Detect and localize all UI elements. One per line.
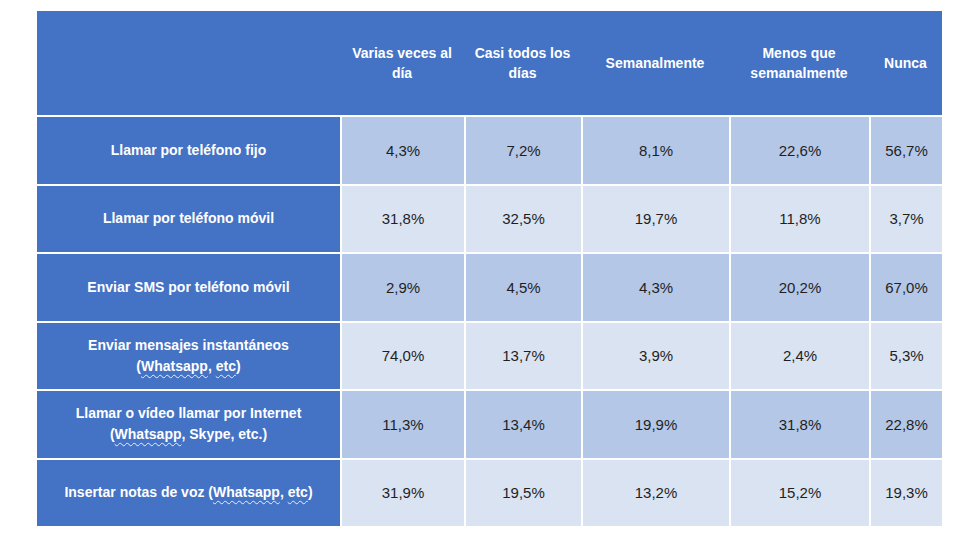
value-cell: 22,6% [729,115,869,184]
slide-canvas: Varias veces al día Casi todos los días … [0,0,958,537]
value-cell: 31,9% [340,458,464,527]
row-label-llamar-telefono-movil: Llamar por teléfono móvil [37,184,340,253]
row-label-text: Enviar mensajes instantáneos(Whatsapp, e… [88,335,289,377]
label-fragment: Enviar mensajes instantáneos [88,337,289,353]
value-cell: 19,5% [464,458,581,527]
column-header-nunca: Nunca [869,11,942,115]
value-cell: 31,8% [729,389,869,458]
value-cell: 4,5% [464,252,581,321]
misspelled-word: etc [288,484,308,500]
value-cell: 56,7% [869,115,942,184]
label-fragment: , Skype, etc.) [181,426,267,442]
row-label-text: Enviar SMS por teléfono móvil [87,277,289,298]
column-header-casi-todos-los-dias: Casi todos los días [464,11,581,115]
value-cell: 2,4% [729,321,869,390]
value-cell: 15,2% [729,458,869,527]
value-cell: 13,2% [581,458,729,527]
value-cell: 13,7% [464,321,581,390]
value-cell: 8,1% [581,115,729,184]
value-cell: 4,3% [340,115,464,184]
value-cell: 19,9% [581,389,729,458]
row-label-video-llamar-internet: Llamar o vídeo llamar por Internet(Whats… [37,389,340,458]
value-cell: 22,8% [869,389,942,458]
row-label-enviar-sms: Enviar SMS por teléfono móvil [37,252,340,321]
row-label-notas-de-voz: Insertar notas de voz (Whatsapp, etc) [37,458,340,527]
label-fragment: Insertar notas de voz ( [64,484,213,500]
label-fragment: , [208,358,216,374]
value-cell: 19,3% [869,458,942,527]
value-cell: 31,8% [340,184,464,253]
value-cell: 19,7% [581,184,729,253]
misspelled-word: Whatsapp [213,484,280,500]
value-cell: 13,4% [464,389,581,458]
column-header-menos-que-semanalmente: Menos que semanalmente [729,11,869,115]
row-label-text: Llamar o vídeo llamar por Internet(Whats… [76,403,302,445]
row-label-llamar-telefono-fijo: Llamar por teléfono fijo [37,115,340,184]
misspelled-word: etc [216,358,236,374]
value-cell: 7,2% [464,115,581,184]
label-fragment: ) [236,358,241,374]
value-cell: 11,8% [729,184,869,253]
value-cell: 2,9% [340,252,464,321]
label-fragment: , [280,484,288,500]
corner-cell [37,11,340,115]
row-label-text: Llamar por teléfono fijo [111,140,267,161]
value-cell: 4,3% [581,252,729,321]
value-cell: 11,3% [340,389,464,458]
misspelled-word: Whatsapp [115,426,182,442]
column-header-semanalmente: Semanalmente [581,11,729,115]
row-label-mensajes-instantaneos: Enviar mensajes instantáneos(Whatsapp, e… [37,321,340,390]
value-cell: 3,9% [581,321,729,390]
misspelled-word: Whatsapp [141,358,208,374]
label-fragment: Llamar por teléfono fijo [111,142,267,158]
value-cell: 74,0% [340,321,464,390]
row-label-text: Llamar por teléfono móvil [103,208,274,229]
value-cell: 3,7% [869,184,942,253]
label-fragment: Enviar SMS por teléfono móvil [87,279,289,295]
value-cell: 32,5% [464,184,581,253]
label-fragment: ) [308,484,313,500]
label-fragment: Llamar por teléfono móvil [103,210,274,226]
value-cell: 67,0% [869,252,942,321]
value-cell: 5,3% [869,321,942,390]
row-label-text: Insertar notas de voz (Whatsapp, etc) [64,482,312,503]
column-header-varias-veces-al-dia: Varias veces al día [340,11,464,115]
value-cell: 20,2% [729,252,869,321]
communication-frequency-table: Varias veces al día Casi todos los días … [37,11,942,526]
label-fragment: Llamar o vídeo llamar por Internet [76,405,302,421]
